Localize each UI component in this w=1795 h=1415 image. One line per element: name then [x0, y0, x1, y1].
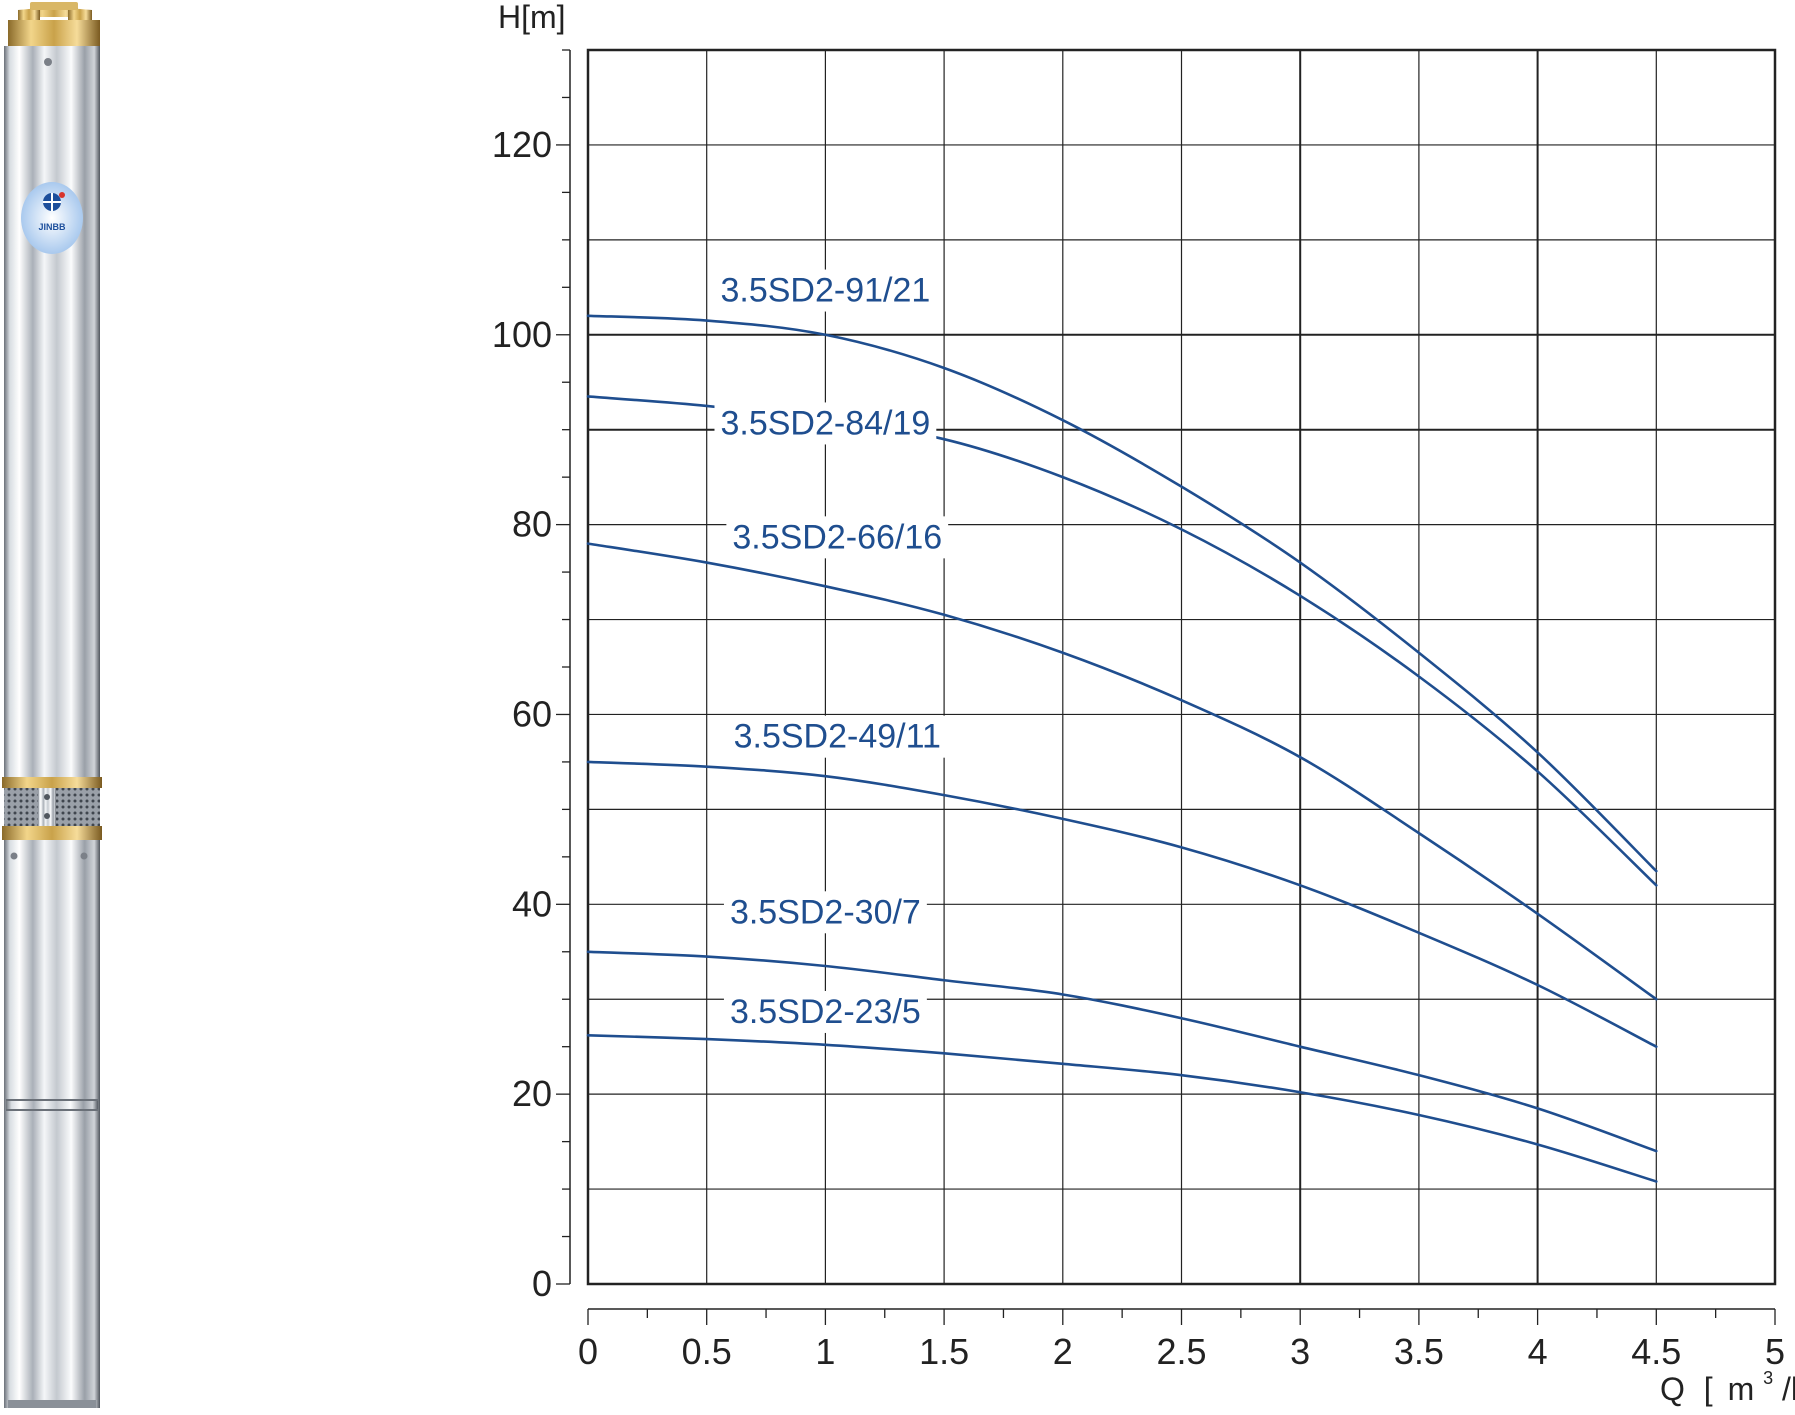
curve-label: 3.5SD2-66/16: [726, 516, 949, 559]
x-tick-label: 3: [1290, 1331, 1310, 1372]
curve-label-text: 3.5SD2-49/11: [734, 718, 941, 756]
y-tick-label: 60: [512, 693, 552, 734]
plot-frame: [586, 48, 1777, 1286]
series-line: [586, 760, 1658, 1048]
x-tick-label: 3.5: [1394, 1331, 1444, 1372]
curve-label-bg: [714, 402, 937, 445]
curve-label-text: 3.5SD2-23/5: [730, 993, 921, 1031]
y-tick-label: 120: [492, 124, 552, 165]
curve-label-bg: [723, 990, 927, 1033]
x-tick-label: 5: [1765, 1331, 1785, 1372]
x-tick-label: 0: [578, 1331, 598, 1372]
curve-labels: 3.5SD2-91/21 3.5SD2-84/19 3.5SD2-66/16 3.5S…: [714, 269, 949, 1033]
y-tick-label: 80: [512, 504, 552, 545]
y-tick-label: 100: [492, 314, 552, 355]
curve-label-text: 3.5SD2-66/16: [732, 518, 942, 556]
curve-label-bg: [723, 891, 927, 934]
x-tick-label: 4.5: [1631, 1331, 1681, 1372]
series-line: [586, 950, 1658, 1153]
curve-label-text: 3.5SD2-91/21: [720, 272, 930, 310]
x-tick-label: 0.5: [682, 1331, 732, 1372]
curve-label-bg: [726, 516, 949, 559]
y-axis-title: H[m]: [498, 0, 566, 35]
lower-ring: [2, 826, 102, 840]
upper-ring: [2, 777, 102, 788]
series-line: [586, 542, 1658, 1001]
x-axis-unit-tail: /h: [1782, 1371, 1795, 1407]
logo-text: JINBB: [38, 222, 66, 232]
x-axis-symbol: Q: [1660, 1371, 1685, 1407]
series-line: [586, 395, 1658, 887]
x-tick-label: 4: [1528, 1331, 1548, 1372]
x-axis-unit-sup: 3: [1763, 1368, 1773, 1388]
curve-label: 3.5SD2-49/11: [727, 715, 947, 758]
curve-label: 3.5SD2-23/5: [723, 990, 927, 1033]
curve-label-text: 3.5SD2-84/19: [720, 404, 930, 442]
x-axis-unit: m: [1728, 1371, 1755, 1407]
chart-axes: 0 20 40 60 80 100 120 0 0.5 1 1.5 2 2.5 3 3.5 4 4.5 5: [492, 49, 1785, 1372]
y-tick-label: 0: [532, 1263, 552, 1304]
x-tick-label: 2: [1053, 1331, 1073, 1372]
brand-logo: JINBB: [21, 182, 83, 254]
pump-illustration: JINBB: [2, 2, 102, 1408]
y-tick-label: 20: [512, 1073, 552, 1114]
y-tick-label: 40: [512, 883, 552, 924]
pump-body-upper: [4, 46, 100, 781]
x-tick-label: 1.5: [919, 1331, 969, 1372]
x-axis-bracket-left: [: [1704, 1371, 1713, 1407]
chart-grid: [588, 50, 1775, 1284]
series-line: [586, 314, 1658, 873]
motor-body: [4, 840, 100, 1408]
x-tick-label: 2.5: [1156, 1331, 1206, 1372]
curve-label: 3.5SD2-91/21: [714, 269, 937, 312]
curve-label-text: 3.5SD2-30/7: [730, 893, 921, 931]
series-line: [586, 1034, 1658, 1183]
curve-label: 3.5SD2-84/19: [714, 402, 937, 445]
x-axis-title: Q [ m 3 /h ]: [1660, 1355, 1795, 1407]
curve-label-bg: [714, 269, 937, 312]
curve-label-bg: [727, 715, 947, 758]
outlet-fitting: [8, 2, 100, 46]
x-tick-label: 1: [815, 1331, 835, 1372]
curve-label: 3.5SD2-30/7: [723, 891, 927, 934]
